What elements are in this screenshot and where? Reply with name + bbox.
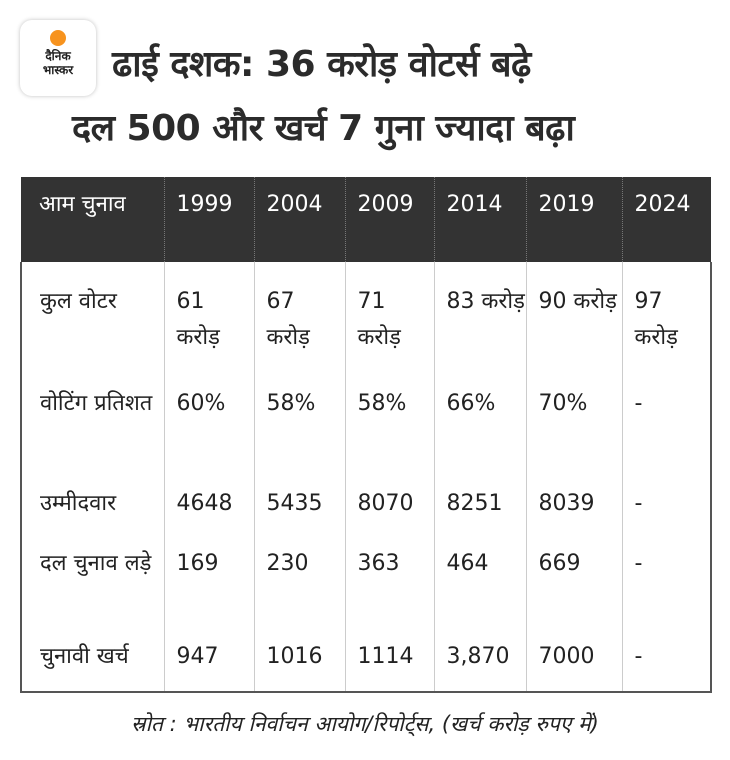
table-cell: 83 करोड़ xyxy=(433,262,526,368)
table-cell: 3,870 xyxy=(433,625,526,693)
table-cell: 669 xyxy=(525,540,622,625)
table-cell: 947 xyxy=(163,625,254,693)
election-data-table: आम चुनाव 1999 2004 2009 2014 2019 2024 कुल वोट… xyxy=(20,177,712,693)
row-label: दल चुनाव लड़े xyxy=(20,540,164,625)
table-cell: 90 करोड़ xyxy=(525,262,622,368)
table-cell: - xyxy=(621,368,712,470)
logo-line1: दैनिक xyxy=(45,49,71,63)
table-cell: 8039 xyxy=(525,470,622,540)
table-cell: 7000 xyxy=(525,625,622,693)
headline-line1: ढाई दशक: 36 करोड़ वोटर्स बढ़े xyxy=(112,44,531,85)
dainik-bhaskar-logo: दैनिक भास्कर xyxy=(20,20,96,96)
table-cell: 1016 xyxy=(253,625,345,693)
table-cell: 169 xyxy=(163,540,254,625)
table-cell: 1114 xyxy=(344,625,434,693)
table-cell: 363 xyxy=(344,540,434,625)
column-header-label: आम चुनाव xyxy=(39,192,126,217)
table-row: चुनावी खर्च 947 1016 1114 3,870 7000- xyxy=(20,625,712,693)
table-cell: 61 करोड़ xyxy=(163,262,254,368)
table-row: उम्मीदवार 4648 5435 8070 8251 8039- xyxy=(20,470,712,540)
table-cell: 66% xyxy=(433,368,526,470)
table-cell: 58% xyxy=(253,368,345,470)
table-cell: 464 xyxy=(433,540,526,625)
table-header-row: आम चुनाव 1999 2004 2009 2014 2019 2024 xyxy=(21,177,711,262)
column-header-year: 2024 xyxy=(621,177,711,262)
row-label: कुल वोटर xyxy=(20,262,164,368)
table-cell: 71 करोड़ xyxy=(344,262,434,368)
table-row: कुल वोटर 61 करोड़ 67 करोड़ 71 करोड़ 83 करोड़… xyxy=(20,262,712,368)
table-cell: - xyxy=(621,625,712,693)
sun-icon xyxy=(50,30,66,46)
logo-line2: भास्कर xyxy=(42,63,74,77)
column-header-year: 2004 xyxy=(253,177,345,262)
table-cell: - xyxy=(621,470,712,540)
source-note: स्रोत : भारतीय निर्वाचन आयोग/रिपोर्ट्स, … xyxy=(131,712,599,736)
table-cell: 8070 xyxy=(344,470,434,540)
table-cell: 97 करोड़ xyxy=(621,262,712,368)
table-row: वोटिंग प्रतिशत 60% 58% 58% 66% 70% - xyxy=(20,368,712,470)
table-cell: - xyxy=(621,540,712,625)
row-label: उम्मीदवार xyxy=(20,470,164,540)
table-cell: 8251 xyxy=(433,470,526,540)
table-cell: 60% xyxy=(163,368,254,470)
table-cell: 67 करोड़ xyxy=(253,262,345,368)
table-cell: 70% xyxy=(525,368,622,470)
headline-line2: दल 500 और खर्च 7 गुना ज्यादा बढ़ा xyxy=(72,108,575,149)
row-label: वोटिंग प्रतिशत xyxy=(20,368,164,470)
table-cell: 58% xyxy=(344,368,434,470)
column-header-year: 2009 xyxy=(344,177,434,262)
column-header-year: 2014 xyxy=(433,177,526,262)
column-header-year: 2019 xyxy=(525,177,622,262)
table-row: दल चुनाव लड़े 169 230 363 464 669- xyxy=(20,540,712,625)
row-label: चुनावी खर्च xyxy=(20,625,164,693)
column-header-year: 1999 xyxy=(163,177,254,262)
table-cell: 5435 xyxy=(253,470,345,540)
table-cell: 4648 xyxy=(163,470,254,540)
table-cell: 230 xyxy=(253,540,345,625)
